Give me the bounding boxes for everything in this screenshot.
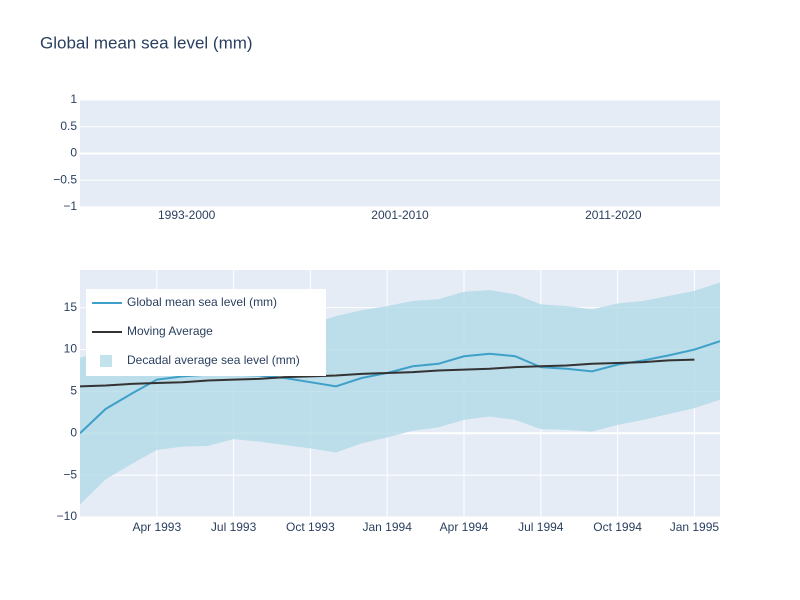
- y-tick-label: 1: [70, 92, 77, 106]
- x-tick-label: Apr 1994: [440, 520, 489, 534]
- y-tick-label: −0.5: [53, 172, 77, 186]
- series-line: [80, 358, 695, 388]
- y-tick-label: 10: [64, 342, 78, 356]
- x-tick-label: Apr 1993: [132, 520, 181, 534]
- y-tick-label: 15: [64, 300, 78, 314]
- legend: Global mean sea level (mm) Moving Average…: [86, 289, 326, 376]
- x-tick-label: 2011-2020: [585, 208, 642, 222]
- x-tick-label: 2001-2010: [371, 208, 429, 222]
- y-tick-label: 5: [70, 384, 77, 398]
- x-tick-label: 1993-2000: [158, 208, 216, 222]
- y-tick-label: −1: [63, 199, 77, 213]
- x-tick-label: Jan 1995: [670, 520, 720, 534]
- x-tick-label: Oct 1993: [286, 520, 335, 534]
- x-tick-label: Jul 1993: [211, 520, 257, 534]
- legend-label: Moving Average: [127, 324, 213, 338]
- legend-label: Global mean sea level (mm): [127, 295, 277, 309]
- y-tick-label: −5: [63, 467, 77, 481]
- x-tick-label: Jul 1994: [518, 520, 564, 534]
- x-tick-label: Jan 1994: [363, 520, 413, 534]
- series-line: [80, 340, 720, 434]
- legend-label: Decadal average sea level (mm): [127, 353, 300, 367]
- y-tick-label: −10: [57, 509, 78, 523]
- x-tick-label: Oct 1994: [593, 520, 642, 534]
- legend-box: [86, 289, 326, 376]
- y-tick-label: 0: [70, 146, 77, 160]
- legend-swatch: [100, 355, 112, 367]
- y-tick-label: 0: [70, 425, 77, 439]
- y-tick-label: 0.5: [60, 119, 77, 133]
- chart-title: Global mean sea level (mm): [40, 33, 253, 52]
